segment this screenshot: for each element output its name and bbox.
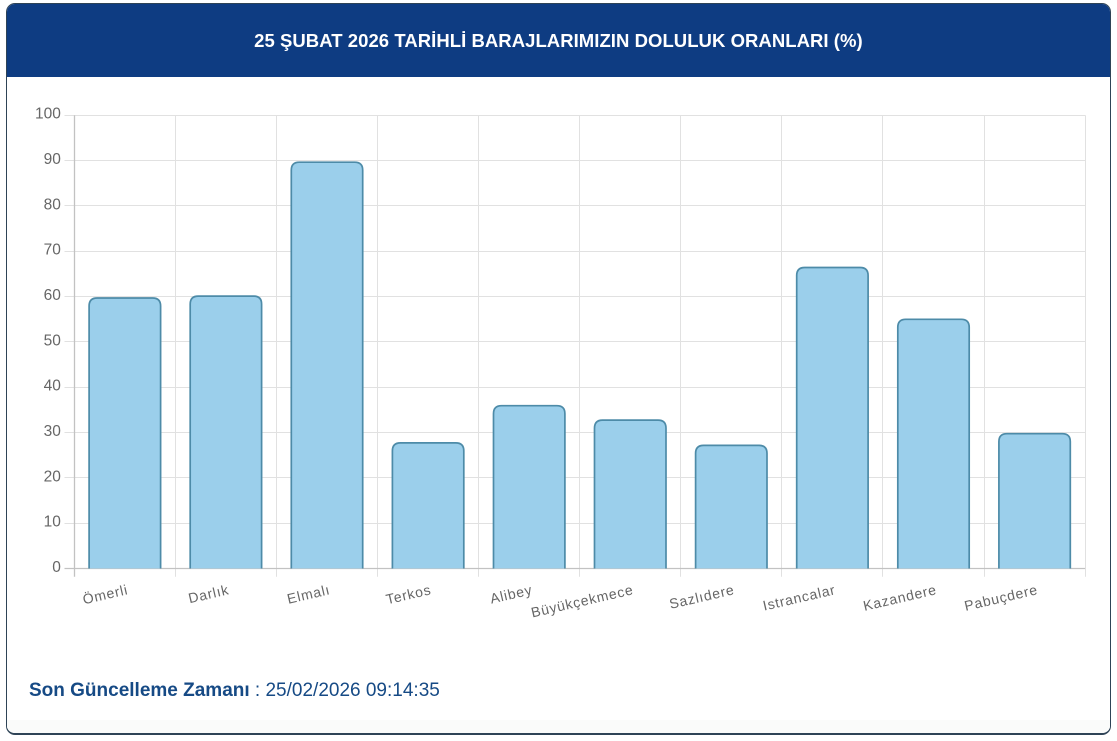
svg-text:90: 90 bbox=[44, 151, 62, 168]
svg-text:Pabuçdere: Pabuçdere bbox=[963, 581, 1040, 613]
svg-text:100: 100 bbox=[35, 106, 61, 123]
svg-text:0: 0 bbox=[52, 559, 61, 576]
svg-text:40: 40 bbox=[44, 378, 62, 395]
svg-text:Kazandere: Kazandere bbox=[862, 581, 939, 613]
svg-text:Elmalı: Elmalı bbox=[285, 581, 331, 606]
svg-text:30: 30 bbox=[44, 423, 62, 440]
svg-text:Alibey: Alibey bbox=[488, 581, 533, 606]
svg-text:50: 50 bbox=[44, 332, 62, 349]
svg-text:60: 60 bbox=[44, 287, 62, 304]
svg-text:Ömerli: Ömerli bbox=[81, 580, 130, 607]
svg-text:20: 20 bbox=[44, 468, 62, 485]
svg-text:Darlık: Darlık bbox=[187, 581, 231, 606]
svg-text:Büyükçekmece: Büyükçekmece bbox=[529, 581, 634, 620]
svg-text:10: 10 bbox=[44, 514, 62, 531]
svg-text:80: 80 bbox=[44, 196, 62, 213]
svg-text:70: 70 bbox=[44, 242, 62, 259]
svg-text:Terkos: Terkos bbox=[384, 581, 432, 607]
svg-text:Sazlıdere: Sazlıdere bbox=[668, 581, 736, 612]
svg-text:Istrancalar: Istrancalar bbox=[761, 581, 837, 613]
